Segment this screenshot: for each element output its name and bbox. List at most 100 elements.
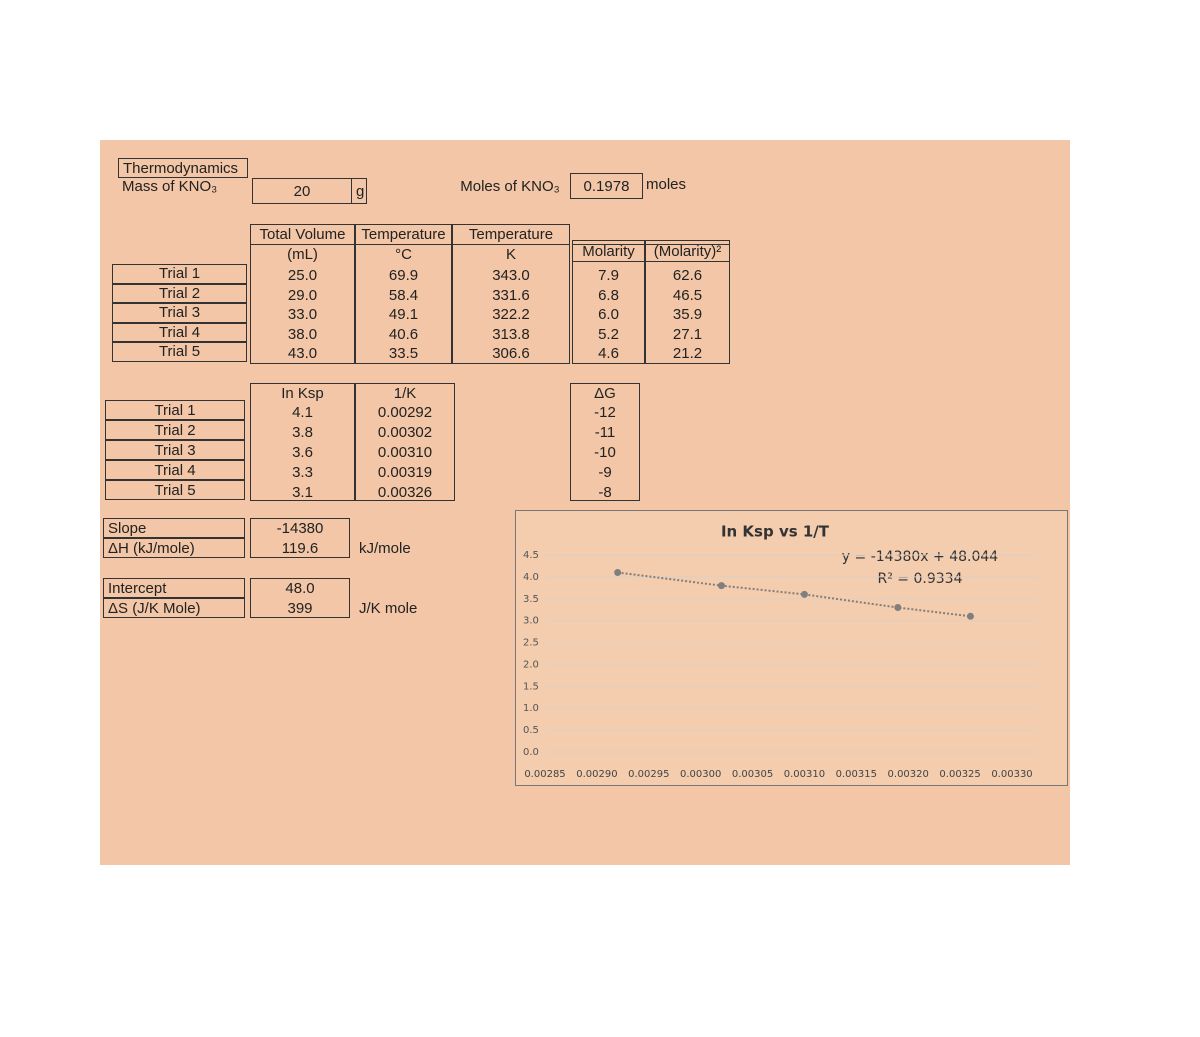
cell-value: 4.6 (598, 345, 619, 363)
column-header: Temperature (452, 224, 570, 245)
cell-value: -11 (594, 423, 616, 441)
column-box (355, 383, 455, 501)
cell-value: 25.0 (287, 267, 318, 285)
column-header: 1/K (393, 384, 417, 402)
cell-value: 38.0 (287, 325, 318, 343)
row-label: Trial 3 (105, 440, 245, 460)
result-value: 399 (287, 599, 313, 617)
result-label: ΔH (kJ/mole) (103, 538, 245, 558)
annotation: y = -14380x + 48.044 (842, 549, 998, 565)
y-tick-label: 2.0 (523, 659, 539, 670)
column-box (250, 383, 355, 501)
cell-value: -9 (598, 463, 612, 481)
cell-value: 33.5 (388, 345, 419, 363)
cell-value: 69.9 (388, 267, 419, 285)
y-tick-label: 3.0 (523, 616, 539, 627)
row-label: Trial 3 (112, 303, 247, 323)
cell-value: 3.3 (292, 463, 313, 481)
cell-value: 6.0 (598, 306, 619, 324)
cell-value: 58.4 (388, 286, 419, 304)
y-tick-label: 3.5 (523, 594, 539, 605)
column-header: Molarity (572, 240, 645, 262)
row-label: Trial 2 (112, 283, 247, 303)
cell-value: 343.0 (492, 267, 530, 285)
x-tick-label: 0.00325 (939, 769, 980, 780)
data-point (894, 604, 902, 612)
cell-value: 0.00310 (377, 443, 433, 461)
value-box (250, 578, 350, 618)
cell-value: 29.0 (287, 286, 318, 304)
y-tick-label: 2.5 (523, 638, 539, 649)
row-label: Trial 5 (105, 480, 245, 500)
cell-value: 0.00292 (377, 403, 433, 421)
y-tick-label: 1.0 (523, 703, 539, 714)
cell-value: 4.1 (292, 403, 313, 421)
cell-value: 33.0 (287, 306, 318, 324)
moles-label: Moles of KNO₃ (460, 177, 560, 195)
cell-value: 331.6 (492, 286, 530, 304)
y-tick-label: 1.5 (523, 681, 539, 692)
moles-value: 0.1978 (570, 173, 643, 199)
x-tick-label: 0.00320 (888, 769, 929, 780)
cell-value: 62.6 (672, 267, 703, 285)
result-value: 48.0 (285, 579, 315, 597)
row-label: Trial 1 (105, 400, 245, 420)
mass-value: 20 (252, 178, 352, 204)
mass-unit: g (351, 178, 367, 204)
x-tick-label: 0.00300 (680, 769, 721, 780)
y-tick-label: 0.0 (523, 747, 539, 758)
cell-value: 0.00326 (377, 483, 433, 501)
result-label: Slope (103, 518, 245, 538)
cell-value: 40.6 (388, 325, 419, 343)
column-header: Temperature (355, 224, 452, 245)
x-tick-label: 0.00305 (732, 769, 773, 780)
moles-unit: moles (646, 175, 687, 193)
row-label: Trial 1 (112, 264, 247, 284)
row-label: Trial 5 (112, 342, 247, 362)
cell-value: 313.8 (492, 325, 530, 343)
column-header: Total Volume (250, 224, 355, 245)
y-tick-label: 4.0 (523, 572, 539, 583)
cell-value: 3.1 (292, 483, 313, 501)
cell-value: -10 (594, 443, 616, 461)
y-tick-label: 0.5 (523, 725, 539, 736)
cell-value: 306.6 (492, 345, 530, 363)
cell-value: 7.9 (598, 267, 619, 285)
cell-value: -8 (598, 483, 612, 501)
column-box (645, 244, 730, 364)
x-tick-label: 0.00315 (836, 769, 877, 780)
chart: In Ksp vs 1/T y = -14380x + 48.044 R² = … (515, 510, 1068, 786)
cell-value: 0.00319 (377, 463, 433, 481)
column-box (572, 244, 645, 364)
chart-frame (515, 510, 1068, 786)
annotation: R² = 0.9334 (878, 571, 963, 587)
column-header: K (505, 246, 516, 263)
row-label: Trial 4 (112, 322, 247, 342)
value-box (250, 518, 350, 558)
x-tick-label: 0.00295 (628, 769, 669, 780)
data-point (966, 612, 974, 620)
result-label: ΔS (J/K Mole) (103, 598, 245, 618)
result-unit: kJ/mole (359, 539, 411, 557)
column-header: In Ksp (281, 384, 324, 402)
result-value: -14380 (276, 519, 324, 537)
result-unit: J/K mole (359, 599, 418, 617)
x-tick-label: 0.00290 (576, 769, 617, 780)
mass-label: Mass of KNO₃ (122, 177, 218, 195)
row-label: Trial 4 (105, 460, 245, 480)
cell-value: 46.5 (672, 286, 703, 304)
column-header: (Molarity)² (645, 240, 730, 262)
cell-value: 0.00302 (377, 423, 433, 441)
y-tick-label: 4.5 (523, 550, 539, 561)
x-tick-label: 0.00310 (784, 769, 825, 780)
result-label: Intercept (103, 578, 245, 598)
cell-value: 21.2 (672, 345, 703, 363)
column-header: (mL) (287, 246, 318, 263)
column-header: ΔG (594, 384, 616, 402)
result-value: 119.6 (281, 539, 319, 557)
x-tick-label: 0.00285 (524, 769, 565, 780)
row-label: Trial 2 (105, 420, 245, 440)
data-point (800, 590, 808, 598)
cell-value: 3.6 (292, 443, 313, 461)
